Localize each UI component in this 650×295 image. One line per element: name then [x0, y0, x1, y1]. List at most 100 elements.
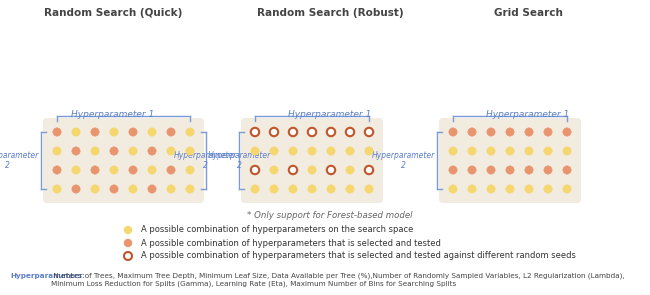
Circle shape — [448, 166, 457, 174]
Circle shape — [91, 166, 99, 174]
Circle shape — [487, 147, 495, 155]
Circle shape — [563, 166, 571, 174]
Text: Hyperparameter 1: Hyperparameter 1 — [289, 110, 372, 119]
Circle shape — [308, 166, 316, 174]
Circle shape — [72, 185, 80, 193]
Circle shape — [525, 128, 533, 136]
Circle shape — [186, 166, 194, 174]
Circle shape — [289, 128, 297, 136]
Circle shape — [148, 147, 156, 155]
Circle shape — [506, 147, 514, 155]
Text: Hyperparameter
2: Hyperparameter 2 — [372, 151, 435, 170]
Text: Hyperparameter
2: Hyperparameter 2 — [208, 151, 271, 170]
Circle shape — [129, 166, 137, 174]
Circle shape — [110, 185, 118, 193]
Text: A possible combination of hyperparameters that is selected and tested against di: A possible combination of hyperparameter… — [141, 252, 576, 260]
Circle shape — [544, 147, 552, 155]
Circle shape — [544, 185, 552, 193]
Circle shape — [308, 147, 316, 155]
Circle shape — [148, 166, 156, 174]
Circle shape — [53, 185, 61, 193]
Text: Number of Trees, Maximum Tree Depth, Minimum Leaf Size, Data Available per Tree : Number of Trees, Maximum Tree Depth, Min… — [51, 273, 624, 287]
Circle shape — [289, 185, 297, 193]
Text: Hyperparameter
2: Hyperparameter 2 — [0, 151, 39, 170]
Circle shape — [270, 147, 278, 155]
Circle shape — [327, 166, 335, 174]
Circle shape — [72, 166, 80, 174]
Circle shape — [563, 185, 571, 193]
Circle shape — [72, 128, 80, 136]
Circle shape — [129, 185, 137, 193]
Circle shape — [289, 147, 297, 155]
Circle shape — [506, 166, 514, 174]
Text: Hyperparameter
2: Hyperparameter 2 — [174, 151, 237, 170]
Circle shape — [327, 128, 335, 136]
Circle shape — [251, 147, 259, 155]
FancyBboxPatch shape — [43, 118, 204, 203]
Circle shape — [448, 147, 457, 155]
Circle shape — [53, 147, 61, 155]
Text: Hyperparameters:: Hyperparameters: — [10, 273, 85, 279]
Circle shape — [167, 147, 176, 155]
Circle shape — [525, 185, 533, 193]
Circle shape — [346, 128, 354, 136]
Circle shape — [487, 166, 495, 174]
Circle shape — [53, 128, 61, 136]
Circle shape — [365, 128, 373, 136]
Text: Grid Search: Grid Search — [493, 8, 562, 18]
Circle shape — [251, 166, 259, 174]
Circle shape — [148, 128, 156, 136]
Circle shape — [365, 147, 373, 155]
Circle shape — [346, 166, 354, 174]
Circle shape — [91, 147, 99, 155]
Circle shape — [186, 128, 194, 136]
Circle shape — [525, 147, 533, 155]
Circle shape — [270, 185, 278, 193]
Circle shape — [91, 185, 99, 193]
Circle shape — [487, 128, 495, 136]
Circle shape — [124, 226, 132, 234]
Circle shape — [544, 128, 552, 136]
Circle shape — [308, 128, 316, 136]
Text: Hyperparameter 1: Hyperparameter 1 — [486, 110, 569, 119]
Circle shape — [327, 185, 335, 193]
Circle shape — [346, 185, 354, 193]
Circle shape — [124, 239, 132, 247]
Circle shape — [129, 147, 137, 155]
Circle shape — [72, 147, 80, 155]
Circle shape — [148, 185, 156, 193]
Circle shape — [308, 185, 316, 193]
Circle shape — [327, 147, 335, 155]
Circle shape — [251, 128, 259, 136]
Circle shape — [110, 128, 118, 136]
Circle shape — [167, 185, 176, 193]
Text: Random Search (Robust): Random Search (Robust) — [257, 8, 403, 18]
Text: Hyperparameter 1: Hyperparameter 1 — [72, 110, 155, 119]
Circle shape — [448, 185, 457, 193]
Circle shape — [53, 166, 61, 174]
Circle shape — [487, 185, 495, 193]
Circle shape — [186, 147, 194, 155]
Circle shape — [468, 128, 476, 136]
Circle shape — [525, 166, 533, 174]
Circle shape — [346, 147, 354, 155]
Circle shape — [167, 166, 176, 174]
Text: A possible combination of hyperparameters that is selected and tested: A possible combination of hyperparameter… — [141, 238, 441, 248]
Circle shape — [124, 252, 132, 260]
Circle shape — [468, 185, 476, 193]
Text: * Only support for Forest-based model: * Only support for Forest-based model — [247, 211, 413, 220]
FancyBboxPatch shape — [241, 118, 383, 203]
Circle shape — [289, 166, 297, 174]
Circle shape — [506, 185, 514, 193]
Circle shape — [251, 185, 259, 193]
Circle shape — [110, 166, 118, 174]
Circle shape — [167, 128, 176, 136]
FancyBboxPatch shape — [439, 118, 581, 203]
Circle shape — [270, 166, 278, 174]
Circle shape — [468, 147, 476, 155]
Text: A possible combination of hyperparameters on the search space: A possible combination of hyperparameter… — [141, 225, 413, 235]
Circle shape — [563, 128, 571, 136]
Circle shape — [506, 128, 514, 136]
Circle shape — [270, 128, 278, 136]
Circle shape — [563, 147, 571, 155]
